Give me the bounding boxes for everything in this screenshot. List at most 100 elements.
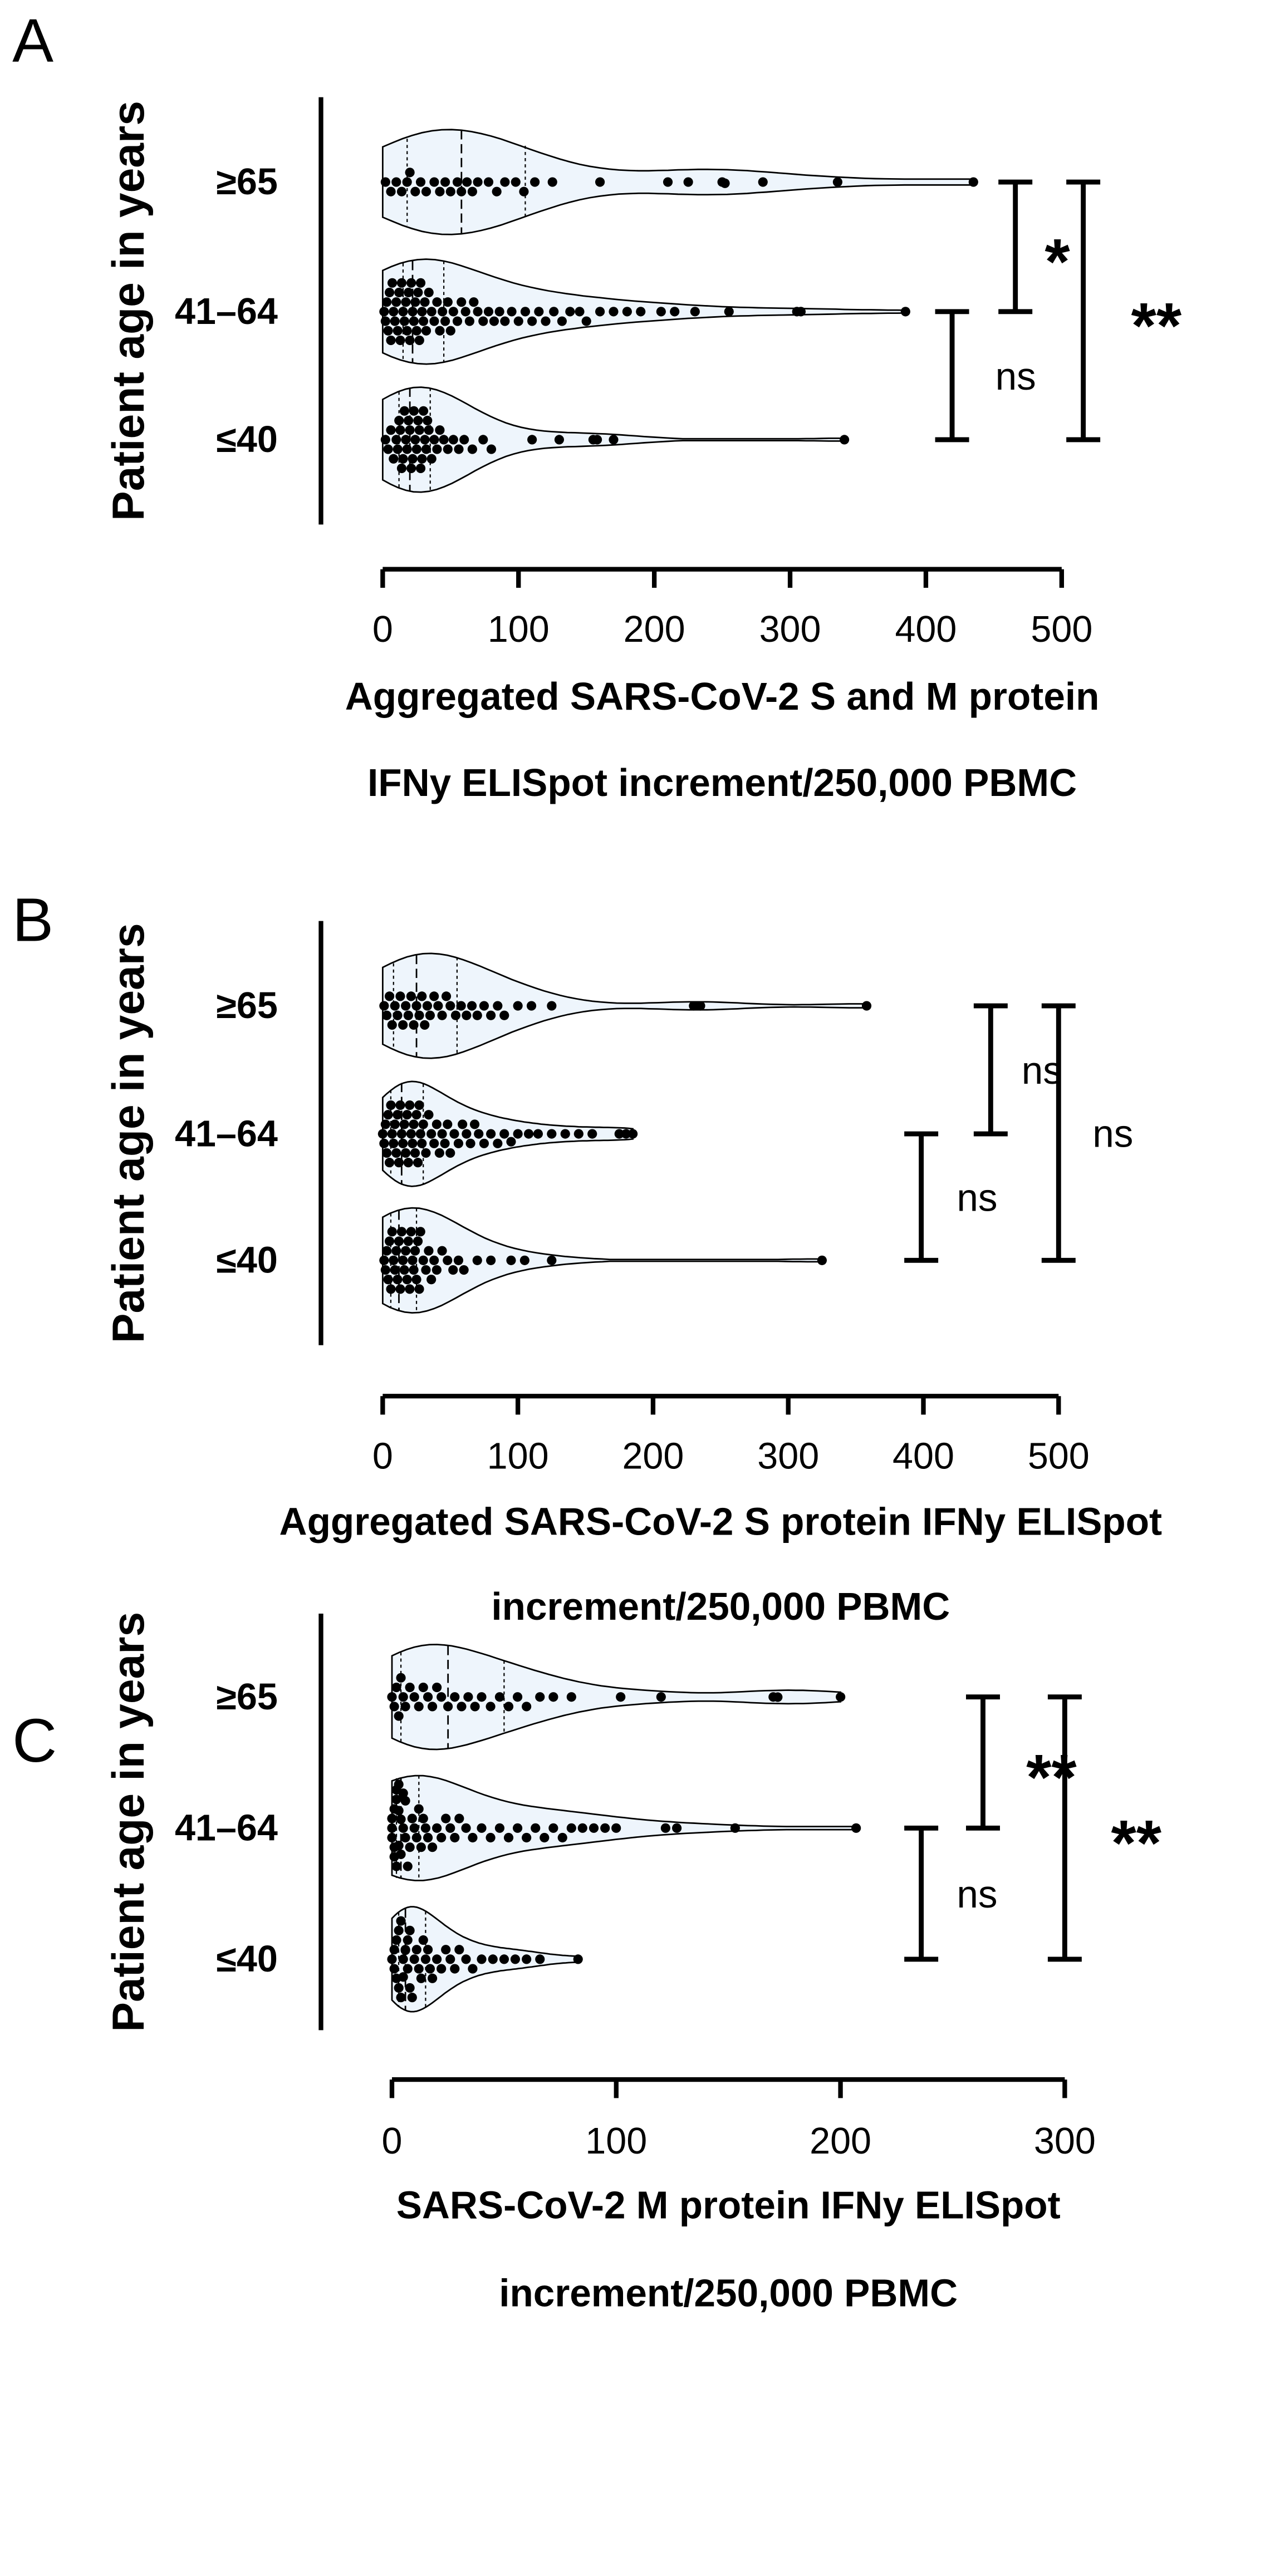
data-point xyxy=(405,1925,415,1935)
data-point xyxy=(450,1964,460,1974)
data-point xyxy=(401,1148,411,1158)
data-point xyxy=(449,1129,459,1139)
data-point xyxy=(531,1823,541,1833)
significance-label: ** xyxy=(1026,1741,1077,1813)
data-point xyxy=(386,186,396,196)
data-point xyxy=(577,1823,587,1833)
data-point xyxy=(422,1001,433,1011)
data-point xyxy=(411,1001,421,1011)
data-point xyxy=(414,1964,424,1974)
data-point xyxy=(557,316,567,326)
data-point xyxy=(414,425,424,435)
data-point xyxy=(394,1711,404,1721)
data-point xyxy=(429,316,439,326)
data-point xyxy=(437,1129,447,1139)
data-point xyxy=(428,1842,438,1852)
data-point xyxy=(396,1916,406,1926)
data-point xyxy=(391,1246,401,1256)
bracket-line xyxy=(904,1825,939,1962)
data-point xyxy=(401,1246,411,1256)
data-point xyxy=(724,307,734,317)
data-point xyxy=(383,1275,393,1285)
violin-shape xyxy=(381,952,867,1059)
data-point xyxy=(410,1148,420,1158)
violin-ge65 xyxy=(380,129,978,235)
data-point xyxy=(441,1813,451,1823)
data-point xyxy=(660,1823,670,1833)
data-point xyxy=(391,1795,401,1805)
data-point xyxy=(420,435,430,445)
data-point xyxy=(424,287,434,298)
data-point xyxy=(611,1823,621,1833)
data-point xyxy=(416,1973,426,1983)
data-point xyxy=(621,1129,631,1139)
data-point xyxy=(403,1935,413,1945)
data-point xyxy=(415,177,426,187)
data-point xyxy=(418,1813,428,1823)
data-point xyxy=(396,1814,406,1825)
data-point xyxy=(461,1823,471,1833)
data-point xyxy=(527,435,537,445)
data-point xyxy=(492,186,502,196)
data-point xyxy=(404,415,414,426)
x-tick-label: 0 xyxy=(372,609,393,650)
data-point xyxy=(387,1813,397,1823)
data-point xyxy=(418,1255,428,1265)
data-point xyxy=(557,1832,567,1843)
category-label: 41–64 xyxy=(175,291,278,332)
data-point xyxy=(421,444,431,454)
data-point xyxy=(900,307,910,317)
data-point xyxy=(409,1692,419,1702)
data-point xyxy=(462,177,472,187)
data-point xyxy=(414,1702,424,1712)
data-point xyxy=(566,1692,576,1702)
data-point xyxy=(409,1265,419,1275)
panel-letter: A xyxy=(12,7,53,75)
significance-label: ** xyxy=(1131,289,1182,362)
data-point xyxy=(416,1842,426,1852)
data-point xyxy=(513,316,523,326)
data-point xyxy=(402,177,412,187)
data-point xyxy=(383,1110,393,1120)
data-point xyxy=(467,444,477,454)
violin-41-64 xyxy=(377,1080,638,1187)
data-point xyxy=(445,186,455,196)
data-point xyxy=(406,991,416,1001)
data-point xyxy=(406,1129,416,1139)
data-point xyxy=(398,1954,408,1964)
data-point xyxy=(394,1925,404,1935)
data-point xyxy=(470,1702,480,1712)
data-point xyxy=(413,415,423,426)
data-point xyxy=(616,1692,626,1702)
data-point xyxy=(459,1265,469,1275)
data-point xyxy=(437,1964,447,1974)
data-point xyxy=(439,435,449,445)
data-point xyxy=(390,1001,400,1011)
violin-41-64 xyxy=(379,258,910,365)
data-point xyxy=(437,1692,447,1702)
data-point xyxy=(405,1983,415,1993)
data-point xyxy=(435,425,445,435)
data-point xyxy=(527,316,537,326)
data-point xyxy=(519,1255,529,1265)
data-point xyxy=(403,1861,413,1871)
data-point xyxy=(432,1682,442,1693)
data-point xyxy=(425,1964,435,1974)
data-point xyxy=(384,1158,395,1168)
data-point xyxy=(477,1954,487,1964)
data-point xyxy=(415,463,426,474)
data-point xyxy=(523,1129,534,1139)
data-point xyxy=(409,406,419,416)
data-point xyxy=(457,297,467,307)
x-tick-label: 200 xyxy=(810,2121,871,2162)
data-point xyxy=(462,1129,472,1139)
data-point xyxy=(395,335,405,345)
data-point xyxy=(393,1110,403,1120)
data-point xyxy=(478,316,488,326)
data-point xyxy=(407,1813,417,1823)
data-point xyxy=(461,1954,471,1964)
data-point xyxy=(417,1138,427,1148)
data-point xyxy=(448,307,458,317)
data-point xyxy=(389,454,399,464)
data-point xyxy=(445,1148,455,1158)
